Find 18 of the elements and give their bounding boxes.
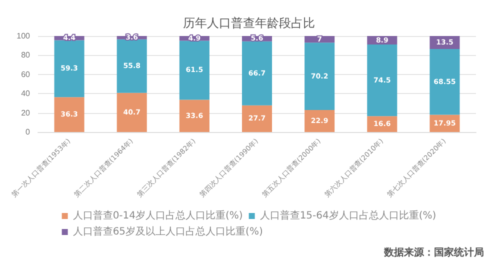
y-tick-label: 20 <box>21 108 31 118</box>
y-tick-label: 0 <box>26 128 31 136</box>
legend-label: 人口普查0-14岁人口占总人口比重(%) <box>72 210 243 222</box>
y-tick-label: 100 <box>16 32 31 40</box>
legend-label: 人口普查15-64岁人口占总人口比重(%) <box>260 210 436 222</box>
y-tick-label: 60 <box>21 70 31 79</box>
bar <box>179 40 210 100</box>
bar <box>367 44 398 116</box>
bar <box>116 39 147 93</box>
bar <box>54 40 84 98</box>
source-note: 数据来源：国家统计局 <box>383 246 484 258</box>
bar <box>242 41 272 106</box>
y-tick-label: 80 <box>21 50 31 60</box>
bar <box>304 42 335 110</box>
chart-title: 历年人口普查年龄段占比 <box>183 16 315 30</box>
legend-label: 人口普查65岁及以上人口占总人口比重(%) <box>72 226 263 238</box>
y-tick-label: 40 <box>21 89 31 98</box>
bar <box>430 48 460 115</box>
